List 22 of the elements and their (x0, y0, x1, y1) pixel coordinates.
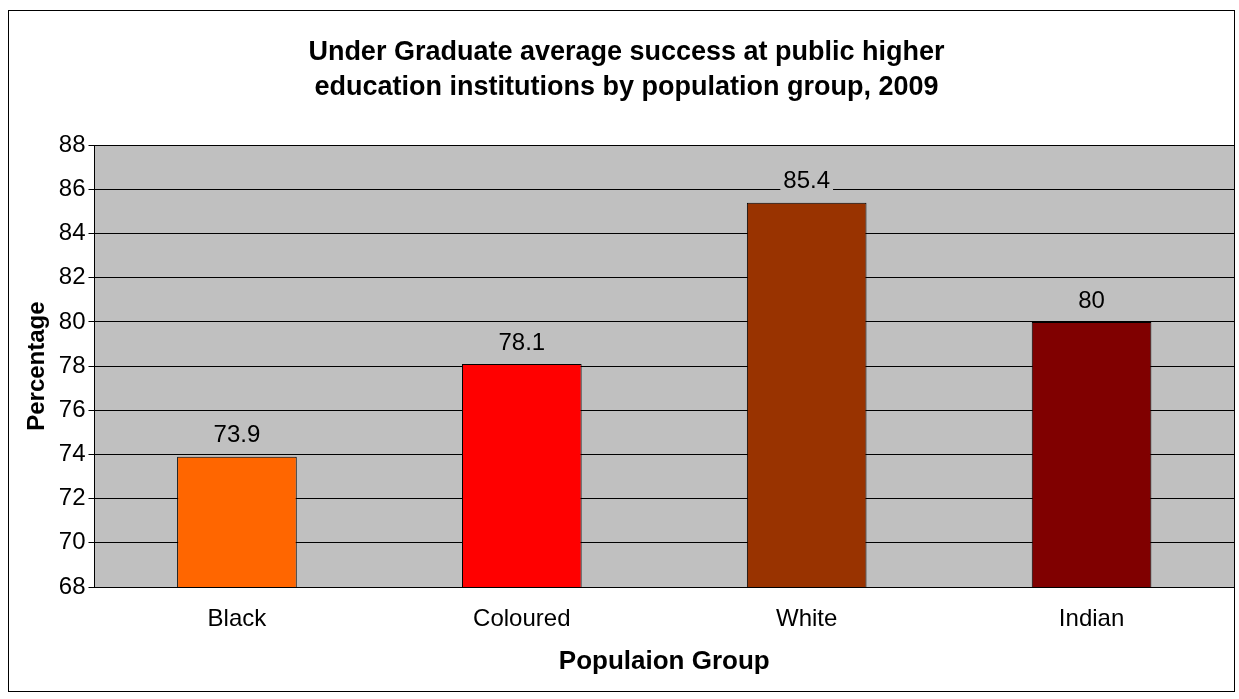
x-tick-label: Black (207, 604, 268, 632)
data-label: 80 (1078, 285, 1105, 313)
y-tick-label: 80 (58, 306, 86, 334)
x-axis-title: Populaion Group (558, 644, 770, 675)
y-tick-label: 82 (58, 262, 86, 290)
y-tick-label: 88 (58, 129, 86, 157)
y-tick-label: 70 (58, 527, 86, 555)
x-tick-label: Indian (1058, 604, 1125, 632)
x-tick-label: Coloured (473, 604, 571, 632)
y-tick-label: 78 (58, 350, 86, 378)
y-axis-title: Percentage (22, 301, 50, 431)
y-tick-label: 76 (58, 394, 86, 422)
data-label: 78.1 (498, 327, 546, 355)
data-label: 85.4 (783, 166, 831, 194)
y-tick-label: 84 (58, 218, 86, 246)
y-tick-label: 86 (58, 174, 86, 202)
y-tick-label: 72 (58, 483, 86, 511)
y-tick-label: 74 (58, 439, 86, 467)
data-label: 73.9 (213, 420, 261, 448)
y-tick-label: 68 (58, 571, 86, 599)
chart-title: Under Graduate average success at public higher education institutions by population group, 2009 (308, 36, 946, 102)
x-tick-label: White (776, 604, 838, 632)
